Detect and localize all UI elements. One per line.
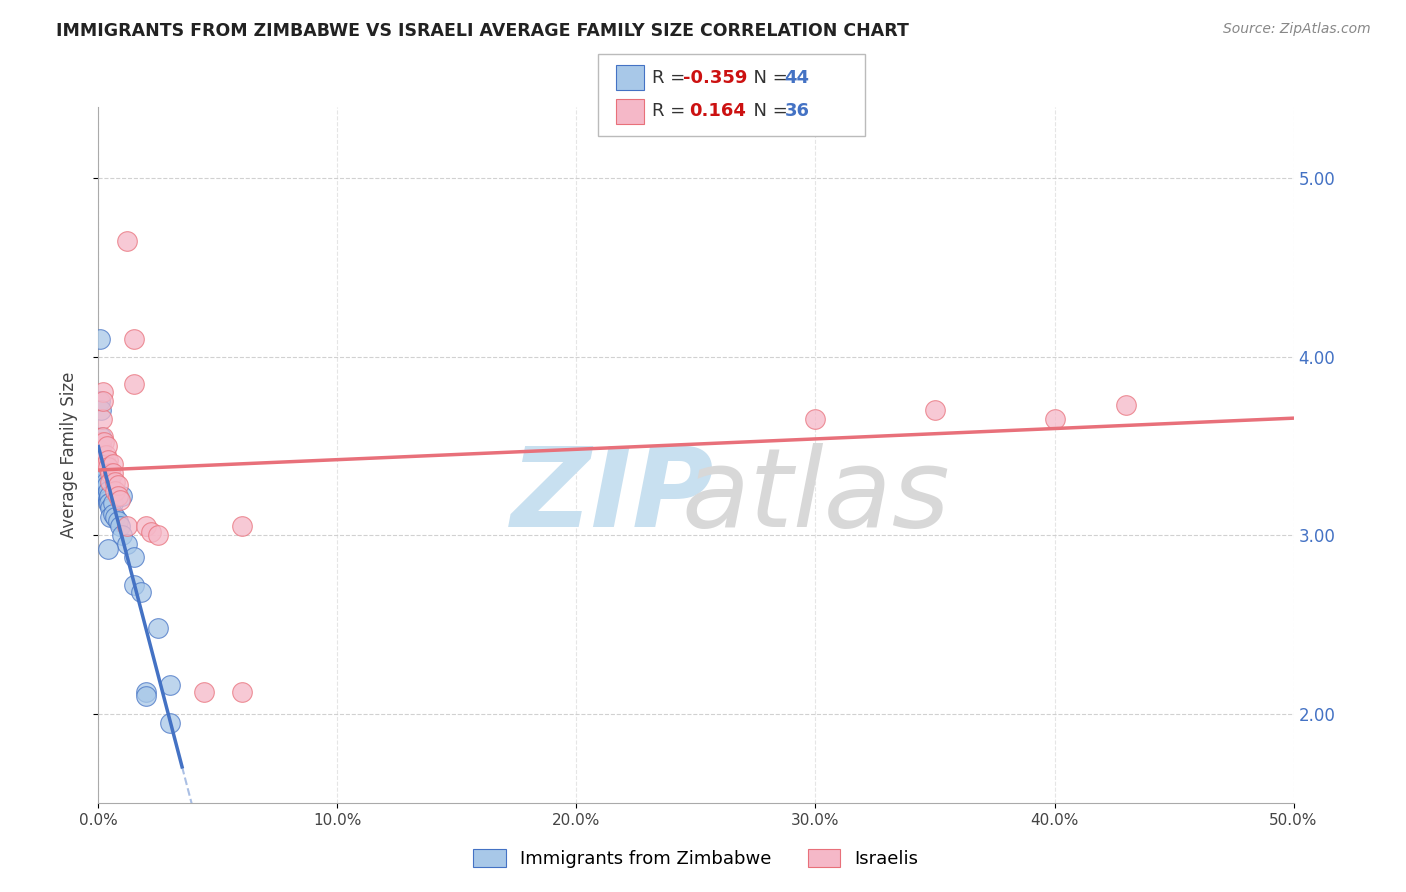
- Point: [97, 483, 120, 498]
- Point: [89, 394, 111, 409]
- Point: [108, 492, 131, 507]
- Text: 0.164: 0.164: [689, 103, 745, 120]
- Point: [97, 496, 120, 510]
- Point: [159, 678, 181, 692]
- Point: [94, 478, 117, 492]
- Point: [90, 439, 112, 453]
- Point: [90, 435, 112, 450]
- Text: R =: R =: [652, 103, 697, 120]
- Point: [91, 460, 114, 475]
- Text: IMMIGRANTS FROM ZIMBABWE VS ISRAELI AVERAGE FAMILY SIZE CORRELATION CHART: IMMIGRANTS FROM ZIMBABWE VS ISRAELI AVER…: [56, 22, 910, 40]
- Point: [924, 403, 946, 417]
- Point: [90, 453, 112, 467]
- Point: [93, 466, 115, 480]
- Point: [107, 514, 129, 528]
- Point: [124, 332, 146, 346]
- Point: [91, 394, 114, 409]
- Text: 44: 44: [785, 69, 810, 87]
- Point: [90, 448, 112, 462]
- Point: [93, 435, 115, 450]
- Point: [124, 549, 146, 564]
- Point: [1043, 412, 1066, 426]
- Point: [101, 466, 124, 480]
- Text: N =: N =: [742, 69, 794, 87]
- Point: [124, 578, 146, 592]
- Text: Source: ZipAtlas.com: Source: ZipAtlas.com: [1223, 22, 1371, 37]
- Point: [804, 412, 827, 426]
- Point: [124, 376, 146, 391]
- Point: [98, 466, 122, 480]
- Point: [101, 496, 124, 510]
- Point: [115, 537, 138, 551]
- Point: [115, 519, 138, 533]
- Point: [148, 528, 170, 542]
- Point: [107, 478, 129, 492]
- Point: [91, 466, 114, 480]
- Point: [97, 492, 120, 507]
- Point: [108, 519, 131, 533]
- Point: [96, 478, 118, 492]
- Point: [231, 685, 253, 699]
- Point: [135, 689, 157, 703]
- Point: [101, 507, 124, 521]
- Text: R =: R =: [652, 69, 692, 87]
- Point: [115, 234, 138, 248]
- Point: [98, 496, 121, 510]
- Point: [90, 403, 112, 417]
- Point: [98, 475, 122, 489]
- Point: [96, 439, 118, 453]
- Point: [139, 524, 162, 539]
- Point: [90, 430, 112, 444]
- Point: [91, 460, 114, 475]
- Point: [131, 585, 153, 599]
- Point: [94, 469, 117, 483]
- Point: [91, 385, 114, 400]
- Point: [148, 621, 170, 635]
- Text: N =: N =: [742, 103, 794, 120]
- Point: [104, 510, 127, 524]
- Text: ZIP: ZIP: [510, 443, 714, 550]
- Point: [98, 489, 121, 503]
- Point: [94, 457, 117, 471]
- Point: [97, 460, 120, 475]
- Point: [93, 475, 115, 489]
- Point: [89, 332, 111, 346]
- Point: [98, 510, 122, 524]
- Point: [91, 457, 114, 471]
- Point: [135, 685, 157, 699]
- Point: [89, 442, 111, 457]
- Text: atlas: atlas: [681, 443, 950, 550]
- Point: [97, 542, 120, 557]
- Point: [96, 489, 118, 503]
- Point: [104, 475, 127, 489]
- Point: [94, 448, 117, 462]
- Point: [135, 519, 157, 533]
- Point: [98, 501, 122, 516]
- Point: [94, 475, 117, 489]
- Point: [111, 528, 134, 542]
- Point: [93, 471, 115, 485]
- Point: [193, 685, 215, 699]
- Point: [91, 412, 114, 426]
- Point: [159, 715, 181, 730]
- Point: [101, 457, 124, 471]
- Point: [107, 489, 129, 503]
- Point: [91, 430, 114, 444]
- Point: [94, 483, 117, 498]
- Point: [1115, 398, 1137, 412]
- Point: [91, 453, 114, 467]
- Point: [231, 519, 253, 533]
- Text: -0.359: -0.359: [683, 69, 748, 87]
- Point: [104, 483, 127, 498]
- Point: [111, 489, 134, 503]
- Text: 36: 36: [785, 103, 810, 120]
- Point: [97, 453, 120, 467]
- Legend: Immigrants from Zimbabwe, Israelis: Immigrants from Zimbabwe, Israelis: [464, 840, 928, 877]
- Y-axis label: Average Family Size: Average Family Size: [59, 372, 77, 538]
